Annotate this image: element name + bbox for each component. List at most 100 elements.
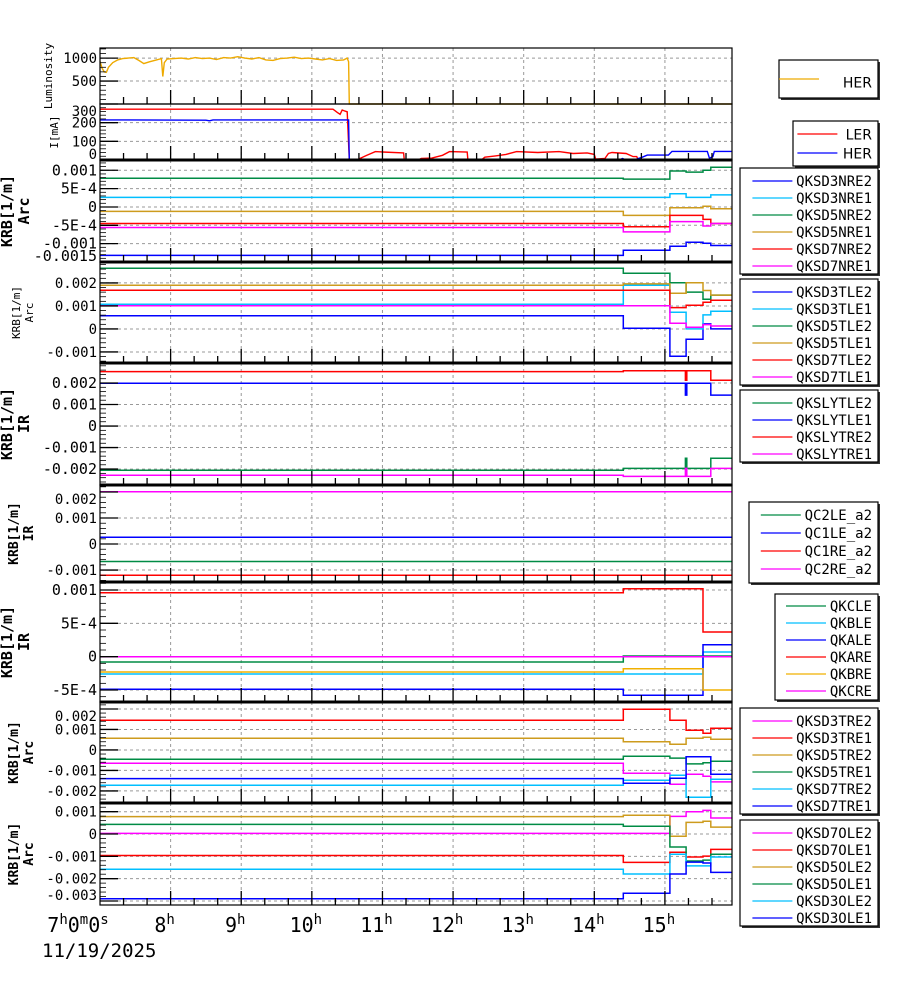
legend-item[interactable]: QKALE <box>786 633 872 649</box>
y-axis-label-line: Arc <box>22 741 37 764</box>
legend-item[interactable]: QKSD3OLE2 <box>752 894 872 910</box>
legend-item[interactable]: QKCLE <box>786 599 872 615</box>
x-tick-number: 11 <box>360 913 384 937</box>
y-tick-label: 0 <box>89 322 97 338</box>
legend-item[interactable]: QKCRE <box>786 684 872 700</box>
legend-box <box>739 389 879 463</box>
series-line-qksd7tle1 <box>100 304 732 329</box>
legend-label: QKALE <box>830 633 872 649</box>
legend-label: QKSD5OLE2 <box>796 860 872 876</box>
x-tick-label: 10h <box>290 912 323 937</box>
legend-item[interactable]: QC2RE_a2 <box>760 562 872 578</box>
series-group <box>99 108 732 161</box>
legend-item[interactable]: QKSD5OLE2 <box>752 860 872 876</box>
panel-frame <box>99 47 733 105</box>
legend-item[interactable]: QKSD7TRE1 <box>752 799 872 815</box>
x-tick-number: 10 <box>290 913 314 937</box>
legend-label: QKSD5TRE1 <box>796 765 872 781</box>
legend-item[interactable]: QKSD7NRE1 <box>752 259 872 275</box>
panel-1: 1000 500 Luminosity <box>42 43 733 109</box>
series-group <box>100 491 732 576</box>
legend-item[interactable]: QKSD7TLE1 <box>752 370 872 386</box>
panel-frame <box>99 802 733 906</box>
legend-item[interactable]: QKSLYTRE1 <box>752 447 872 463</box>
legend-item[interactable]: QKSD3NRE1 <box>752 191 872 207</box>
legend-item[interactable]: QKSD7OLE2 <box>752 826 872 842</box>
legend-item[interactable]: QKSD3TRE2 <box>752 714 872 730</box>
legend-item[interactable]: QKSD3OLE1 <box>752 911 872 927</box>
x-tick-label: 14h <box>572 912 605 937</box>
x-tick-number: 13 <box>501 913 525 937</box>
y-tick-label: 0.001 <box>52 396 97 414</box>
legend-panel-3: QKSD3NRE2QKSD3NRE1QKSD5NRE2QKSD5NRE1QKSD… <box>739 167 880 276</box>
y-axis-label: KRB[1/m]Arc <box>10 286 36 339</box>
legend-label: QKSLYTLE1 <box>796 413 872 429</box>
legend-label: QKCRE <box>830 684 872 700</box>
y-axis-label-line: KRB[1/m] <box>0 606 16 678</box>
legend-label: QKSD7OLE1 <box>796 843 872 859</box>
legend-item[interactable]: QKSD5TLE2 <box>752 319 872 335</box>
series-line-qksd5nre2 <box>100 166 732 180</box>
legend-item[interactable]: QKSD5TRE1 <box>752 765 872 781</box>
legend-item[interactable]: QKSD5TRE2 <box>752 748 872 764</box>
series-line-her <box>99 55 732 105</box>
x-tick-number: 14 <box>572 913 596 937</box>
legend-item[interactable]: QKARE <box>786 650 872 666</box>
x-tick-label: 13h <box>501 912 534 937</box>
x-tick-number: 8 <box>154 913 166 937</box>
legend-panel-9: QKSD7OLE2QKSD7OLE1QKSD5OLE2QKSD5OLE1QKSD… <box>739 819 880 928</box>
y-tick-label: 0.001 <box>55 511 97 527</box>
y-tick-label: -0.002 <box>46 784 97 800</box>
x-tick-label: 8h <box>154 912 174 937</box>
legend-item[interactable]: QKSD5NRE2 <box>752 208 872 224</box>
panel-frame <box>99 581 733 703</box>
legend-label: QKSD5TLE2 <box>796 319 872 335</box>
y-tick-label: -0.001 <box>46 563 97 579</box>
x-tick-number: 9 <box>225 913 237 937</box>
legend-item[interactable]: QKSD5NRE1 <box>752 225 872 241</box>
legend-item[interactable]: QKBRE <box>786 667 872 683</box>
legend-item[interactable]: QKBLE <box>786 616 872 632</box>
legend-item[interactable]: QKSLYTLE2 <box>752 396 872 412</box>
y-axis-label: KRB[1/m]IR <box>0 606 33 678</box>
legend-label: QKSLYTRE1 <box>796 447 872 463</box>
x-tick-label: 9h <box>225 912 245 937</box>
legend-item[interactable]: LER <box>797 127 872 143</box>
y-axis-label-line: Arc <box>23 303 36 323</box>
legend-item[interactable]: QKSLYTLE1 <box>752 413 872 429</box>
legend-item[interactable]: QKSD5OLE1 <box>752 877 872 893</box>
panel-frame <box>99 484 733 583</box>
legend-label: QKSD3TRE2 <box>796 714 872 730</box>
legend-item[interactable]: QC1LE_a2 <box>760 526 872 542</box>
series-line-qksd7ole2 <box>100 809 732 835</box>
y-axis-label: KRB[1/m]Arc <box>0 175 33 247</box>
legend-item[interactable]: QKSD3TLE2 <box>752 285 872 301</box>
legend-item[interactable]: QKSD7OLE1 <box>752 843 872 859</box>
legend-item[interactable]: QKSD5TLE1 <box>752 336 872 352</box>
legend-item[interactable]: QC2LE_a2 <box>760 508 872 524</box>
legend-item[interactable]: QKSD3TLE1 <box>752 302 872 318</box>
panel-frame <box>99 701 733 804</box>
x-tick-label: 12h <box>431 912 464 937</box>
legend-item[interactable]: QKSD7TRE2 <box>752 782 872 798</box>
legend-item[interactable]: QKSLYTRE2 <box>752 430 872 446</box>
y-axis-label-line: KRB[1/m] <box>7 721 22 784</box>
panel-9: 0.001 0 -0.001 -0.002-0.003 KRB[1/m]Arc <box>7 801 733 906</box>
series-line-qkbre <box>100 667 732 691</box>
x-tick-number: 0 <box>68 913 80 937</box>
legend-item[interactable]: QKSD7NRE2 <box>752 242 872 258</box>
series-line-qksd3nre1 <box>100 193 732 199</box>
legend-label: QC1LE_a2 <box>805 526 872 542</box>
series-line-qkslytre1 <box>100 467 732 478</box>
legend-item[interactable]: QC1RE_a2 <box>760 544 872 560</box>
legend-label: QKSD5NRE1 <box>796 225 872 241</box>
legend-item[interactable]: QKSD7TLE2 <box>752 353 872 369</box>
legend-item[interactable]: QKSD3TRE1 <box>752 731 872 747</box>
legend-item[interactable]: HER <box>797 146 872 162</box>
legend-item[interactable]: HER <box>779 75 872 91</box>
legend-item[interactable]: QKSD3NRE2 <box>752 174 872 190</box>
series-line-qksd5ole2 <box>100 814 732 838</box>
